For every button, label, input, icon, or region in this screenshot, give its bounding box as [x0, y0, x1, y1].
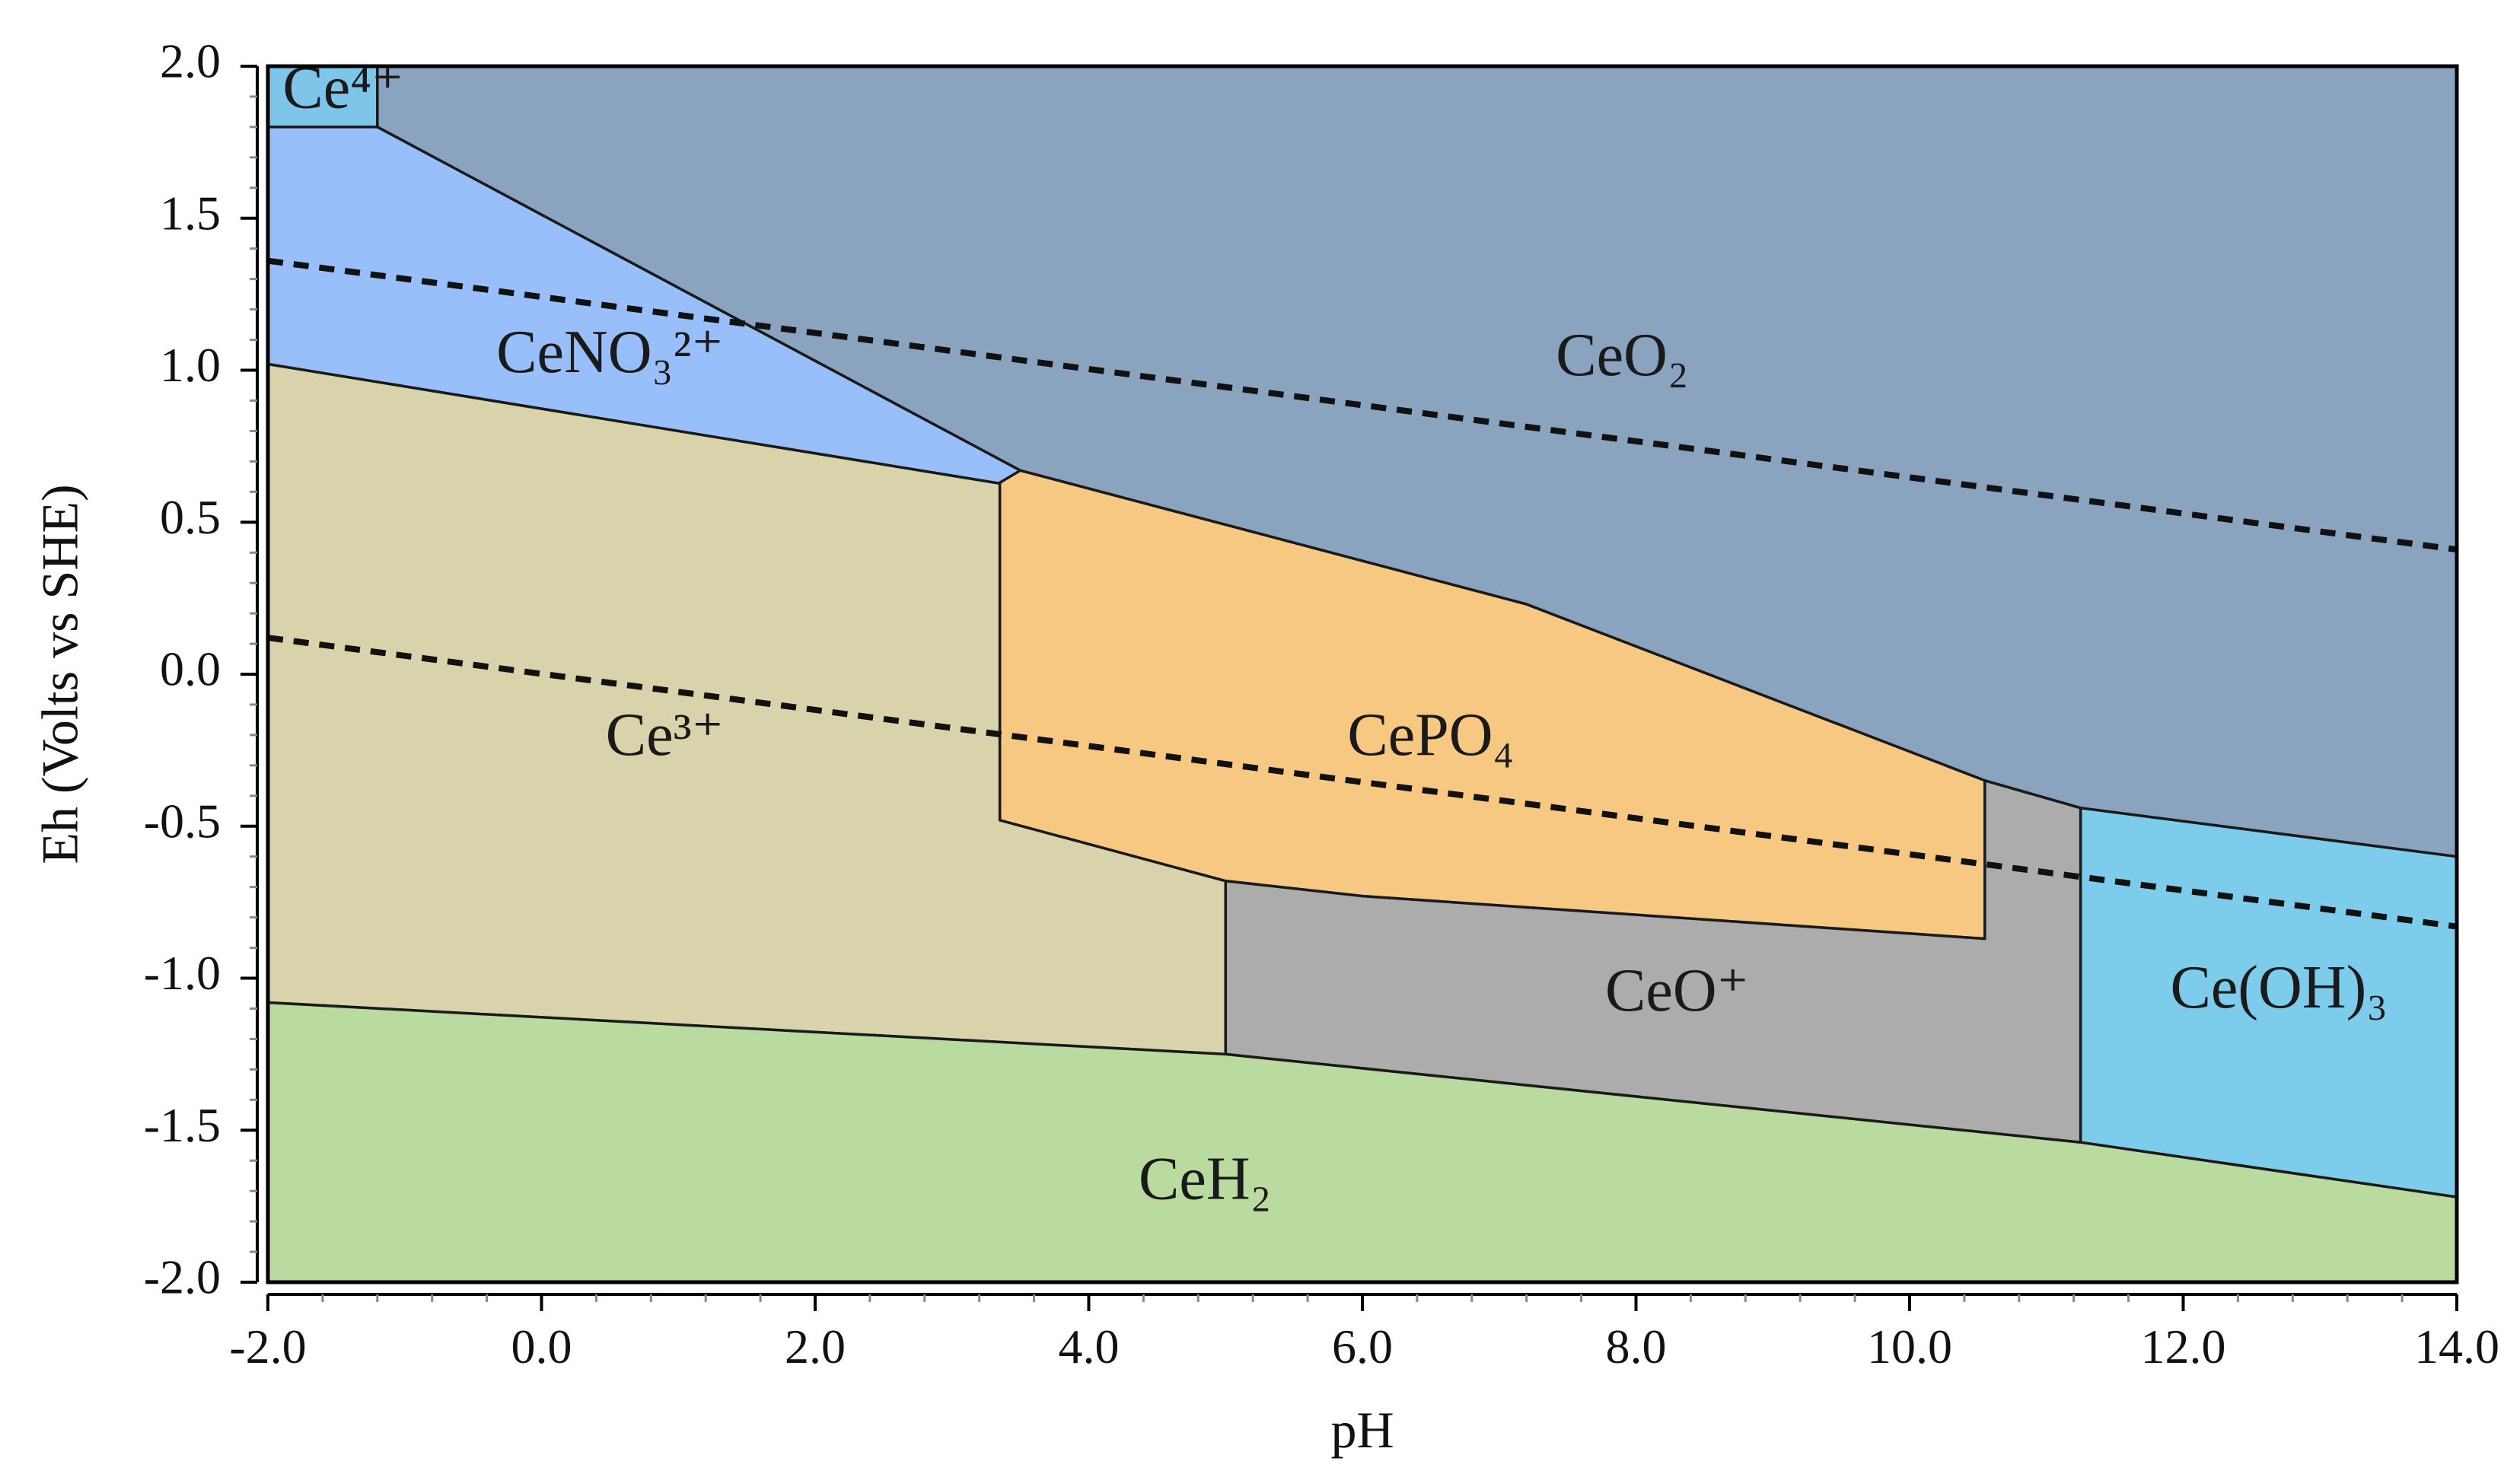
x-tick-label: 2.0	[785, 1319, 846, 1374]
x-tick-label: 0.0	[511, 1319, 572, 1374]
stability-regions	[266, 65, 2458, 1284]
x-tick-label: 12.0	[2141, 1319, 2226, 1374]
x-tick-label: 8.0	[1606, 1319, 1667, 1374]
y-tick-label: -1.5	[144, 1098, 221, 1152]
x-tick-label: 6.0	[1332, 1319, 1393, 1374]
water-lower-limit-line	[267, 635, 2458, 930]
y-tick-label: 0.0	[160, 642, 221, 696]
region-label-ceno3-2: CeNO₃²⁺	[496, 319, 724, 386]
region-label-ceo: CeO⁺	[1605, 957, 1749, 1024]
water-upper-limit-line	[267, 257, 2458, 553]
region-label-ceo2: CeO₂	[1556, 322, 1689, 389]
region-label-ceh2: CeH₂	[1139, 1146, 1272, 1213]
y-tick-label: -1.0	[144, 946, 221, 1000]
y-tick-label: 2.0	[160, 34, 221, 88]
y-tick-label: 0.5	[160, 490, 221, 544]
region-label-ce-oh-3: Ce(OH)₃	[2171, 954, 2388, 1021]
x-tick-label: -2.0	[229, 1319, 306, 1374]
y-tick-label: 1.5	[160, 186, 221, 240]
y-axis-title: Eh (Volts vs SHE)	[31, 484, 89, 864]
plot-frame	[266, 64, 2459, 1284]
x-tick-label: 4.0	[1059, 1319, 1120, 1374]
x-axis-title: pH	[1330, 1401, 1394, 1459]
x-tick-label: 14.0	[2414, 1319, 2499, 1374]
y-tick-label: 1.0	[160, 338, 221, 392]
region-label-cepo4: CePO₄	[1347, 702, 1514, 769]
x-tick-label: 10.0	[1867, 1319, 1952, 1374]
axes: -2.0 0.0 2.0 4.0 6.0 8.0 10.0 12.0 14.0 2.0 1.5 1.0…	[31, 34, 2499, 1459]
y-tick-label: -0.5	[144, 794, 221, 848]
y-tick-label: -2.0	[144, 1250, 221, 1304]
water-stability-lines	[267, 257, 2458, 930]
region-label-ce3: Ce³⁺	[606, 702, 724, 769]
